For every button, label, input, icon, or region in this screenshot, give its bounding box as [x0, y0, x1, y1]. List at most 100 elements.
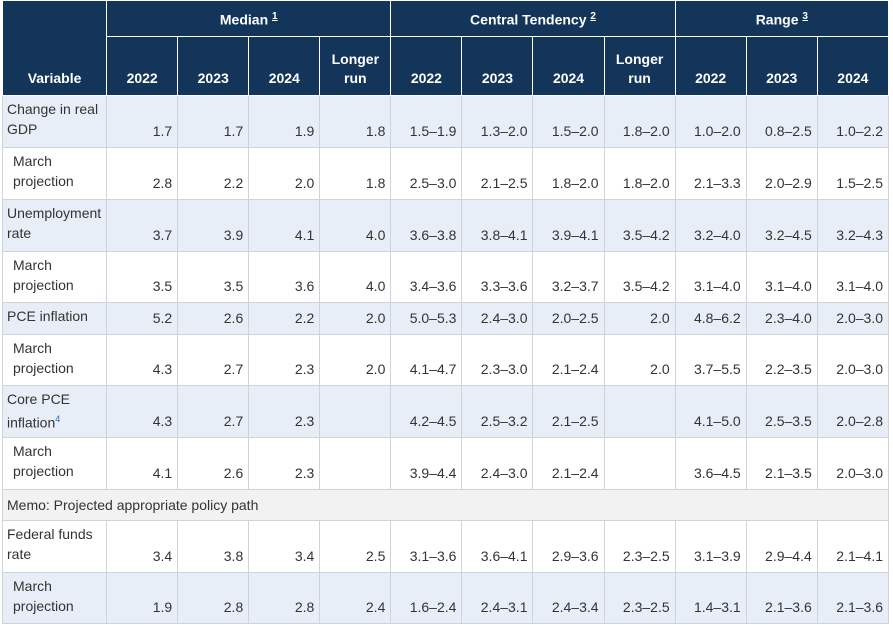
value-cell: 1.0–2.0	[674, 95, 747, 148]
value-cell: 2.3	[248, 334, 321, 386]
value: 2.0	[365, 361, 386, 377]
footnote-link[interactable]: 1	[272, 11, 278, 23]
value-cell: 2.6	[177, 437, 250, 490]
value-cell: 3.2–4.5	[745, 199, 818, 252]
value: 1.8–2.0	[622, 175, 670, 191]
value-cell: 1.9	[248, 95, 321, 148]
value-cell: 2.5–3.5	[745, 385, 818, 438]
label-text: Change in real GDP	[7, 101, 99, 137]
value: 2.3–2.5	[622, 548, 670, 564]
value-cell: 2.0–2.5	[532, 302, 605, 335]
column-label: 2023	[197, 70, 229, 86]
value: 1.5–2.5	[836, 175, 883, 191]
value-cell: 2.2	[177, 147, 250, 200]
value: 1.8–2.0	[622, 123, 670, 139]
value-cell: 3.5–4.2	[603, 199, 676, 252]
value: 2.1–3.3	[693, 175, 741, 191]
label-text: Core PCE inflation	[7, 391, 71, 431]
footnote-link[interactable]: 2	[590, 11, 596, 23]
value-cell: 1.9	[106, 572, 179, 624]
value-cell: 3.1–4.0	[745, 251, 818, 303]
value: 4.3	[152, 361, 173, 377]
value-cell: 2.0	[319, 302, 392, 335]
value: 2.1–3.6	[765, 599, 812, 615]
value-cell: 2.8	[106, 147, 179, 200]
value-cell: 2.3	[248, 437, 321, 490]
value-cell: 4.2–4.5	[390, 385, 463, 438]
value: 2.4–3.0	[480, 465, 528, 481]
value: 3.7	[152, 227, 173, 243]
value: 3.6	[294, 278, 315, 294]
value-cell: 3.5	[177, 251, 250, 303]
value-cell: 2.1–2.4	[532, 437, 605, 490]
group-label: Range	[755, 11, 799, 28]
value-cell: 2.4–3.4	[532, 572, 605, 624]
row-label: Core PCE inflation4	[1, 385, 108, 438]
value-cell: 3.4	[106, 520, 179, 573]
value-cell: 2.3–2.5	[603, 572, 676, 624]
label-text: Unemployment rate	[7, 205, 102, 241]
value: 2.0–2.9	[765, 175, 812, 191]
value-cell: 1.8–2.0	[603, 95, 676, 148]
value-cell: 2.0–3.0	[816, 302, 890, 335]
table-header: Variable Median 1 Central Tendency 2 Range …	[1, 0, 890, 96]
value: 0.8–2.5	[765, 123, 812, 139]
value-cell: 4.1–4.7	[390, 334, 463, 386]
table-row: March projection 3.5 3.5 3.6 4.0 3.4–3.6 3.3–3…	[1, 251, 890, 303]
value: 4.1	[294, 227, 315, 243]
value: 1.0–2.0	[693, 123, 741, 139]
value-cell	[319, 437, 392, 490]
value-cell: 2.1–2.5	[461, 147, 534, 200]
value: 1.9	[152, 599, 173, 615]
value: 3.4–3.6	[409, 278, 457, 294]
value: 2.5–3.5	[765, 413, 812, 429]
value-cell: 3.2–3.7	[532, 251, 605, 303]
value-cell: 4.0	[319, 199, 392, 252]
value-cell: 2.6	[177, 302, 250, 335]
column-label: 2023	[481, 70, 514, 86]
column-label: 2022	[126, 70, 158, 86]
value-cell: 2.3–4.0	[745, 302, 818, 335]
value-cell: 1.5–1.9	[390, 95, 463, 148]
value-cell: 4.1	[106, 437, 179, 490]
value: 2.0–3.0	[836, 310, 883, 326]
value: 2.0	[365, 310, 386, 326]
footnote-link[interactable]: 3	[802, 11, 808, 23]
value-cell: 2.8	[248, 572, 321, 624]
label-text: March projection	[13, 153, 74, 189]
row-label: PCE inflation	[1, 302, 108, 335]
value: 2.0	[650, 361, 670, 377]
value: 2.1–2.4	[551, 361, 599, 377]
value-cell: 2.4–3.0	[461, 302, 534, 335]
value-cell: 3.5	[106, 251, 179, 303]
value: 2.4–3.0	[480, 310, 528, 326]
table-row: Memo: Projected appropriate policy path	[2, 489, 889, 521]
value: 2.0–3.0	[836, 361, 883, 377]
row-label: March projection	[1, 251, 108, 303]
value: 3.9	[223, 227, 244, 243]
value: 3.5	[223, 278, 244, 294]
value-cell: 3.3–3.6	[461, 251, 534, 303]
row-label: Federal funds rate	[1, 520, 108, 573]
value-cell: 3.6–3.8	[390, 199, 463, 252]
value: 2.4–3.1	[480, 599, 528, 615]
table-row: Federal funds rate 3.4 3.8 3.4 2.5 3.1–3.6 3.6…	[1, 520, 890, 573]
value-cell: 1.0–2.2	[816, 95, 890, 148]
value: 4.0	[365, 278, 386, 294]
value: 2.0–3.0	[836, 465, 883, 481]
value: 2.3	[294, 361, 315, 377]
value-cell: 0.8–2.5	[745, 95, 818, 148]
column-label: 2023	[766, 70, 798, 86]
column-header: 2022	[674, 36, 747, 96]
value: 3.2–3.7	[551, 278, 599, 294]
value: 4.1–5.0	[693, 413, 741, 429]
value: 2.1–2.4	[551, 465, 599, 481]
value: 2.1–3.6	[836, 599, 883, 615]
value-cell: 2.4–3.0	[461, 437, 534, 490]
value: 2.5–3.0	[409, 175, 457, 191]
column-label: Longer run	[615, 51, 664, 86]
value-cell: 3.6	[248, 251, 321, 303]
value: 3.2–4.5	[765, 227, 812, 243]
value: 4.2–4.5	[409, 413, 457, 429]
